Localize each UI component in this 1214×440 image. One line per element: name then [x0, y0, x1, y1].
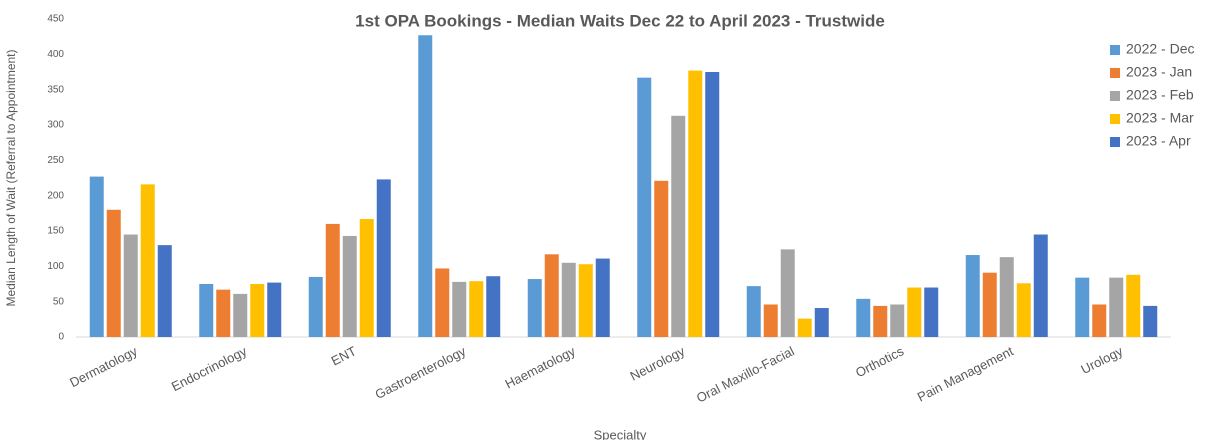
bar: [376, 179, 391, 337]
y-tick-label: 300: [47, 120, 64, 131]
y-tick-label: 150: [47, 226, 64, 237]
bar: [157, 245, 172, 337]
bar: [544, 254, 559, 337]
legend-label: 2023 - Apr: [1126, 133, 1191, 149]
bar: [814, 308, 829, 337]
bar: [199, 284, 214, 337]
x-tick-label: ENT: [329, 343, 359, 368]
legend-swatch: [1110, 91, 1120, 101]
bar: [578, 264, 593, 337]
bar: [763, 304, 778, 337]
bar: [123, 234, 138, 337]
bar: [1075, 277, 1090, 337]
bar: [797, 318, 812, 337]
bar: [452, 281, 467, 337]
bar: [342, 235, 357, 337]
bar: [469, 281, 484, 337]
x-tick-label: Urology: [1078, 343, 1125, 377]
bar: [106, 209, 121, 337]
bar: [216, 289, 231, 337]
bar: [435, 268, 450, 337]
bar: [1033, 234, 1048, 337]
y-tick-label: 200: [47, 190, 64, 201]
bar: [527, 279, 542, 337]
bar: [705, 72, 720, 337]
y-tick-label: 100: [47, 261, 64, 272]
legend-swatch: [1110, 68, 1120, 78]
bar: [873, 305, 888, 337]
x-tick-label: Haematology: [503, 343, 579, 391]
x-tick-label: Neurology: [628, 343, 688, 383]
bar: [780, 249, 795, 337]
bar: [308, 276, 323, 337]
y-tick-label: 450: [47, 14, 64, 25]
x-tick-label: Oral Maxillo-Facial: [694, 343, 797, 405]
bar: [924, 287, 939, 337]
legend-label: 2023 - Feb: [1126, 87, 1194, 103]
y-tick-label: 50: [53, 296, 65, 307]
legend-label: 2023 - Jan: [1126, 64, 1192, 80]
bar: [856, 298, 871, 337]
bar: [359, 218, 374, 337]
bar: [595, 258, 610, 337]
bar: [688, 70, 703, 337]
x-tick-label: Gastroenterology: [372, 343, 468, 402]
bar: [982, 272, 997, 337]
legend-swatch: [1110, 45, 1120, 55]
bar: [89, 176, 104, 337]
legend-label: 2023 - Mar: [1126, 110, 1194, 126]
bar: [999, 257, 1014, 337]
x-tick-label: Pain Management: [915, 343, 1016, 404]
bar: [267, 282, 282, 337]
bar: [890, 304, 905, 337]
bar: [654, 180, 669, 337]
bar: [250, 284, 265, 337]
y-tick-label: 350: [47, 84, 64, 95]
y-axis-title: Median Length of Wait (Referral to Appoi…: [4, 49, 18, 306]
bar: [965, 255, 980, 337]
bar: [1143, 305, 1158, 337]
y-tick-label: 400: [47, 49, 64, 60]
legend-label: 2022 - Dec: [1126, 41, 1194, 57]
legend-swatch: [1110, 114, 1120, 124]
bar: [907, 287, 922, 337]
y-tick-label: 250: [47, 155, 64, 166]
bar: [671, 115, 686, 338]
bar: [1016, 283, 1031, 337]
bar: [233, 293, 248, 337]
x-axis-title: Specialty: [594, 427, 647, 440]
bar: [1092, 304, 1107, 337]
legend-swatch: [1110, 137, 1120, 147]
x-tick-label: Endocrinology: [169, 343, 250, 394]
y-tick-label: 0: [58, 332, 64, 343]
bar: [1109, 277, 1124, 337]
x-tick-label: Orthotics: [853, 343, 907, 380]
bar: [418, 35, 433, 338]
chart-title: 1st OPA Bookings - Median Waits Dec 22 t…: [355, 11, 885, 30]
x-tick-label: Dermatology: [67, 343, 140, 390]
bar: [140, 184, 155, 337]
bar: [637, 77, 652, 338]
bar: [561, 262, 576, 337]
bar: [325, 223, 340, 337]
bar: [746, 286, 761, 337]
bar: [486, 276, 501, 337]
bar: [1126, 274, 1141, 337]
